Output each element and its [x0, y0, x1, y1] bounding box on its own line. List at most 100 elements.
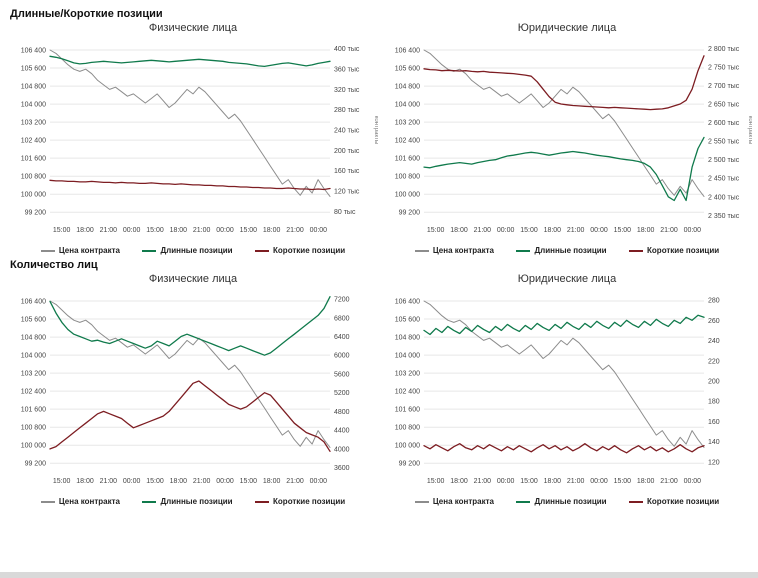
svg-text:18:00: 18:00	[450, 478, 468, 485]
svg-text:7200: 7200	[334, 297, 350, 304]
legend-item-short: Короткие позиции	[629, 496, 719, 508]
svg-text:контракты: контракты	[747, 116, 752, 145]
svg-text:102 400: 102 400	[21, 138, 46, 145]
svg-text:103 200: 103 200	[21, 120, 46, 127]
row-person-count: Физические лица 106 400 105 600 104 800 104…	[6, 273, 754, 508]
svg-text:99 200: 99 200	[399, 210, 421, 217]
svg-text:106 400: 106 400	[395, 48, 420, 55]
section-title-positions: Длинные/Короткие позиции	[10, 8, 163, 20]
svg-text:104 000: 104 000	[21, 102, 46, 109]
legend-item-price: Цена контракта	[414, 496, 494, 508]
svg-text:240: 240	[708, 338, 720, 345]
legend: Цена контракта Длинные позиции Короткие …	[380, 242, 754, 257]
svg-text:360 тыс: 360 тыс	[334, 66, 360, 73]
legend-item-long: Длинные позиции	[516, 245, 607, 257]
svg-text:160 тыс: 160 тыс	[334, 168, 360, 175]
svg-text:120 тыс: 120 тыс	[334, 189, 360, 196]
svg-text:18:00: 18:00	[263, 478, 281, 485]
svg-text:220: 220	[708, 358, 720, 365]
svg-text:00:00: 00:00	[684, 478, 702, 485]
svg-text:2 700 тыс: 2 700 тыс	[708, 83, 740, 90]
chart-card-count-individuals: Физические лица 106 400 105 600 104 800 104…	[6, 273, 380, 508]
svg-text:21:00: 21:00	[567, 227, 585, 234]
svg-text:102 400: 102 400	[395, 389, 420, 396]
svg-text:18:00: 18:00	[170, 227, 188, 234]
svg-text:18:00: 18:00	[450, 227, 468, 234]
svg-text:103 200: 103 200	[395, 371, 420, 378]
legend-item-long: Длинные позиции	[516, 496, 607, 508]
legend-label-short: Короткие позиции	[273, 246, 346, 255]
svg-text:15:00: 15:00	[240, 478, 258, 485]
svg-text:21:00: 21:00	[567, 478, 585, 485]
svg-text:2 450 тыс: 2 450 тыс	[708, 176, 740, 183]
short-line-swatch	[629, 250, 644, 252]
svg-text:18:00: 18:00	[544, 227, 562, 234]
legend-label-short: Короткие позиции	[647, 246, 720, 255]
row-positions: Физические лица 106 400 105 600 104 800 104…	[6, 22, 754, 257]
svg-text:18:00: 18:00	[170, 478, 188, 485]
svg-text:100 800: 100 800	[395, 174, 420, 181]
svg-text:240 тыс: 240 тыс	[334, 128, 360, 135]
svg-text:106 400: 106 400	[21, 48, 46, 55]
svg-text:21:00: 21:00	[286, 227, 304, 234]
svg-text:2 500 тыс: 2 500 тыс	[708, 157, 740, 164]
svg-text:15:00: 15:00	[427, 478, 445, 485]
svg-text:100 000: 100 000	[395, 192, 420, 199]
svg-text:6400: 6400	[334, 334, 350, 341]
svg-text:106 400: 106 400	[395, 299, 420, 306]
svg-text:105 600: 105 600	[21, 317, 46, 324]
svg-text:2 800 тыс: 2 800 тыс	[708, 46, 740, 53]
svg-text:4400: 4400	[334, 428, 350, 435]
long-line-swatch	[142, 501, 157, 503]
svg-text:104 800: 104 800	[21, 84, 46, 91]
svg-text:15:00: 15:00	[53, 227, 71, 234]
svg-text:15:00: 15:00	[146, 227, 164, 234]
svg-text:18:00: 18:00	[263, 227, 281, 234]
svg-text:3600: 3600	[334, 465, 350, 472]
svg-text:400 тыс: 400 тыс	[334, 46, 360, 53]
line-chart-count-legal-entities: 106 400 105 600 104 800 104 000 103 200 102 4…	[395, 298, 720, 485]
svg-text:100 800: 100 800	[21, 425, 46, 432]
legend-label-price: Цена контракта	[432, 497, 494, 506]
svg-text:280: 280	[708, 298, 720, 305]
short-line-swatch	[629, 501, 644, 503]
svg-text:103 200: 103 200	[21, 371, 46, 378]
svg-text:15:00: 15:00	[614, 227, 632, 234]
long-line-swatch	[516, 501, 531, 503]
svg-text:5600: 5600	[334, 371, 350, 378]
svg-text:00:00: 00:00	[497, 478, 515, 485]
svg-text:160: 160	[708, 419, 720, 426]
legend-label-short: Короткие позиции	[273, 497, 346, 506]
legend-label-price: Цена контракта	[58, 246, 120, 255]
svg-text:2 650 тыс: 2 650 тыс	[708, 102, 740, 109]
svg-text:21:00: 21:00	[100, 478, 118, 485]
legend-item-short: Короткие позиции	[255, 496, 345, 508]
svg-text:200 тыс: 200 тыс	[334, 148, 360, 155]
svg-text:21:00: 21:00	[660, 478, 678, 485]
chart-title-individuals: Физические лица	[148, 273, 238, 285]
svg-text:00:00: 00:00	[684, 227, 702, 234]
legend-label-long: Длинные позиции	[160, 497, 233, 506]
svg-text:21:00: 21:00	[193, 478, 211, 485]
svg-text:2 350 тыс: 2 350 тыс	[708, 213, 740, 220]
svg-text:100 000: 100 000	[21, 192, 46, 199]
svg-text:18:00: 18:00	[637, 478, 655, 485]
price-line-swatch	[414, 501, 429, 503]
svg-text:140: 140	[708, 439, 720, 446]
svg-text:00:00: 00:00	[310, 478, 328, 485]
svg-text:18:00: 18:00	[637, 227, 655, 234]
svg-text:00:00: 00:00	[590, 478, 608, 485]
svg-text:120: 120	[708, 459, 720, 466]
svg-text:101 600: 101 600	[395, 156, 420, 163]
svg-text:100 800: 100 800	[21, 174, 46, 181]
chart-title-individuals: Физические лица	[148, 22, 238, 34]
svg-text:00:00: 00:00	[123, 227, 141, 234]
chart-card-positions-legal-entities: Юридические лица 106 400 105 600 104 800 10…	[380, 22, 754, 257]
legend-label-long: Длинные позиции	[534, 497, 607, 506]
svg-text:320 тыс: 320 тыс	[334, 87, 360, 94]
svg-text:99 200: 99 200	[399, 461, 421, 468]
svg-text:102 400: 102 400	[21, 389, 46, 396]
horizontal-scrollbar[interactable]	[0, 572, 758, 578]
svg-text:260: 260	[708, 318, 720, 325]
legend: Цена контракта Длинные позиции Короткие …	[6, 493, 380, 508]
